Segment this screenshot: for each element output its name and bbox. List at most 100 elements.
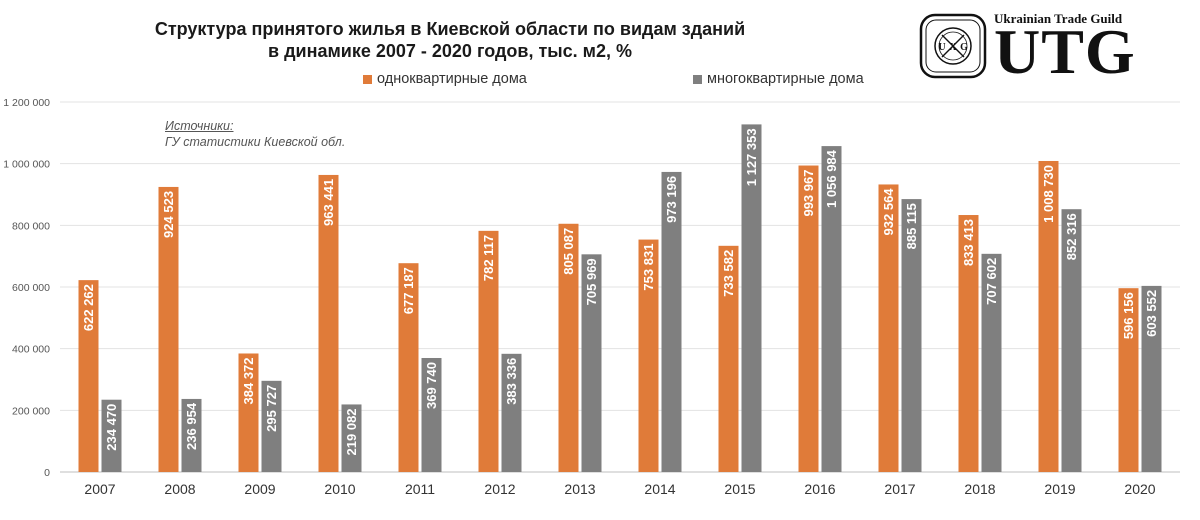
data-label-single-family: 932 564: [881, 188, 896, 236]
data-label-single-family: 384 372: [241, 357, 256, 404]
bar-single-family: [958, 215, 979, 472]
y-tick-label: 1 200 000: [3, 97, 50, 109]
data-label-single-family: 924 523: [161, 191, 176, 238]
bar-multi-family: [981, 253, 1002, 472]
data-label-multi-family: 707 602: [984, 258, 999, 305]
bar-multi-family: [341, 404, 362, 472]
bar-multi-family: [581, 254, 602, 472]
legend-item-single-family: одноквартирные дома: [363, 71, 527, 87]
bar-multi-family: [261, 380, 282, 472]
bar-single-family: [1038, 160, 1059, 472]
data-label-single-family: 993 967: [801, 170, 816, 217]
data-label-multi-family: 852 316: [1064, 213, 1079, 260]
x-tick-label: 2013: [564, 481, 595, 497]
legend-item-multi-family: многоквартирные дома: [693, 71, 864, 87]
bar-single-family: [318, 174, 339, 472]
y-tick-label: 800 000: [12, 220, 50, 232]
data-label-single-family: 1 008 730: [1041, 165, 1056, 223]
bar-multi-family: [741, 124, 762, 473]
x-tick-label: 2018: [964, 481, 995, 497]
legend-label-single-family: одноквартирные дома: [377, 71, 527, 87]
bar-multi-family: [181, 398, 202, 472]
x-tick-label: 2019: [1044, 481, 1075, 497]
data-label-multi-family: 383 336: [504, 358, 519, 405]
emblem-letter-u: U: [938, 42, 945, 53]
x-tick-label: 2017: [884, 481, 915, 497]
data-label-multi-family: 369 740: [424, 362, 439, 409]
data-label-multi-family: 236 954: [184, 402, 199, 450]
chart-title: Структура принятого жилья в Киевской обл…: [120, 18, 780, 62]
emblem-letter-x: X: [949, 42, 957, 53]
data-label-multi-family: 219 082: [344, 408, 359, 455]
bar-single-family: [478, 230, 499, 472]
data-label-single-family: 753 831: [641, 244, 656, 291]
data-label-single-family: 782 117: [481, 235, 496, 281]
bar-single-family: [718, 245, 739, 472]
bar-multi-family: [1061, 209, 1082, 472]
y-tick-label: 400 000: [12, 344, 50, 356]
bar-multi-family: [901, 199, 922, 472]
data-label-multi-family: 234 470: [104, 404, 119, 451]
x-tick-label: 2009: [244, 481, 275, 497]
data-label-single-family: 733 582: [721, 250, 736, 297]
data-label-single-family: 596 156: [1121, 292, 1136, 339]
legend-swatch-single-family: [363, 74, 372, 84]
bar-single-family: [238, 353, 259, 472]
data-labels: 622 262 234 470 924 523 236 954 384 372 295 7…: [81, 128, 1159, 455]
y-tick-label: 1 000 000: [3, 159, 50, 171]
data-label-multi-family: 603 552: [1144, 290, 1159, 337]
bar-single-family: [398, 263, 419, 472]
axis-labels: 0 200 000 400 000 600 000 800 000 1 000 000 1 …: [3, 97, 1155, 497]
data-label-single-family: 622 262: [81, 284, 96, 331]
x-tick-label: 2014: [644, 481, 675, 497]
legend: одноквартирные дома многоквартирные дома: [0, 71, 1200, 91]
emblem-letter-g: G: [960, 42, 968, 53]
chart-title-line-1: Структура принятого жилья в Киевской обл…: [154, 19, 746, 39]
bar-single-family: [638, 239, 659, 472]
data-label-multi-family: 885 115: [904, 203, 919, 249]
legend-label-multi-family: многоквартирные дома: [707, 71, 864, 87]
bar-multi-family: [1141, 285, 1162, 472]
bar-multi-family: [661, 171, 682, 473]
data-label-multi-family: 973 196: [664, 176, 679, 223]
bar-multi-family: [421, 357, 442, 472]
bar-single-family: [798, 165, 819, 472]
bar-multi-family: [101, 399, 122, 472]
x-tick-label: 2008: [164, 481, 195, 497]
bar-single-family: [878, 184, 899, 473]
chart-title-line-2: в динамике 2007 - 2020 годов, тыс. м2, %: [268, 41, 632, 61]
sources-text: ГУ статистики Киевской обл.: [165, 135, 346, 149]
bars: [78, 124, 1162, 473]
bar-single-family: [78, 280, 99, 472]
data-label-single-family: 963 441: [321, 179, 336, 226]
x-tick-label: 2011: [405, 481, 435, 497]
y-tick-label: 0: [44, 467, 50, 479]
bar-single-family: [1118, 288, 1139, 472]
bar-single-family: [558, 223, 579, 472]
x-tick-label: 2016: [804, 481, 835, 497]
x-tick-label: 2020: [1124, 481, 1155, 497]
y-tick-label: 200 000: [12, 405, 50, 417]
bar-single-family: [158, 186, 179, 473]
x-tick-label: 2015: [724, 481, 755, 497]
bar-multi-family: [821, 146, 842, 472]
sources-label: Источники:: [165, 119, 234, 133]
legend-swatch-multi-family: [693, 74, 702, 84]
data-label-multi-family: 1 127 353: [744, 128, 759, 186]
x-tick-label: 2010: [324, 481, 355, 497]
utg-logo: U X G Ukrainian Trade Guild UTG: [918, 10, 1146, 87]
data-label-multi-family: 1 056 984: [824, 149, 839, 208]
logo-wordmark: UTG: [994, 16, 1136, 87]
data-label-multi-family: 705 969: [584, 258, 599, 305]
logo-brand-name: Ukrainian Trade Guild: [994, 11, 1123, 26]
x-tick-label: 2012: [484, 481, 515, 497]
data-label-single-family: 805 087: [561, 228, 576, 275]
sources-note: Источники: ГУ статистики Киевской обл.: [165, 118, 345, 150]
data-label-single-family: 833 413: [961, 219, 976, 266]
data-label-single-family: 677 187: [401, 267, 416, 314]
data-label-multi-family: 295 727: [264, 385, 279, 432]
gridlines: [60, 101, 1180, 473]
bar-multi-family: [501, 353, 522, 472]
y-tick-label: 600 000: [12, 282, 50, 294]
